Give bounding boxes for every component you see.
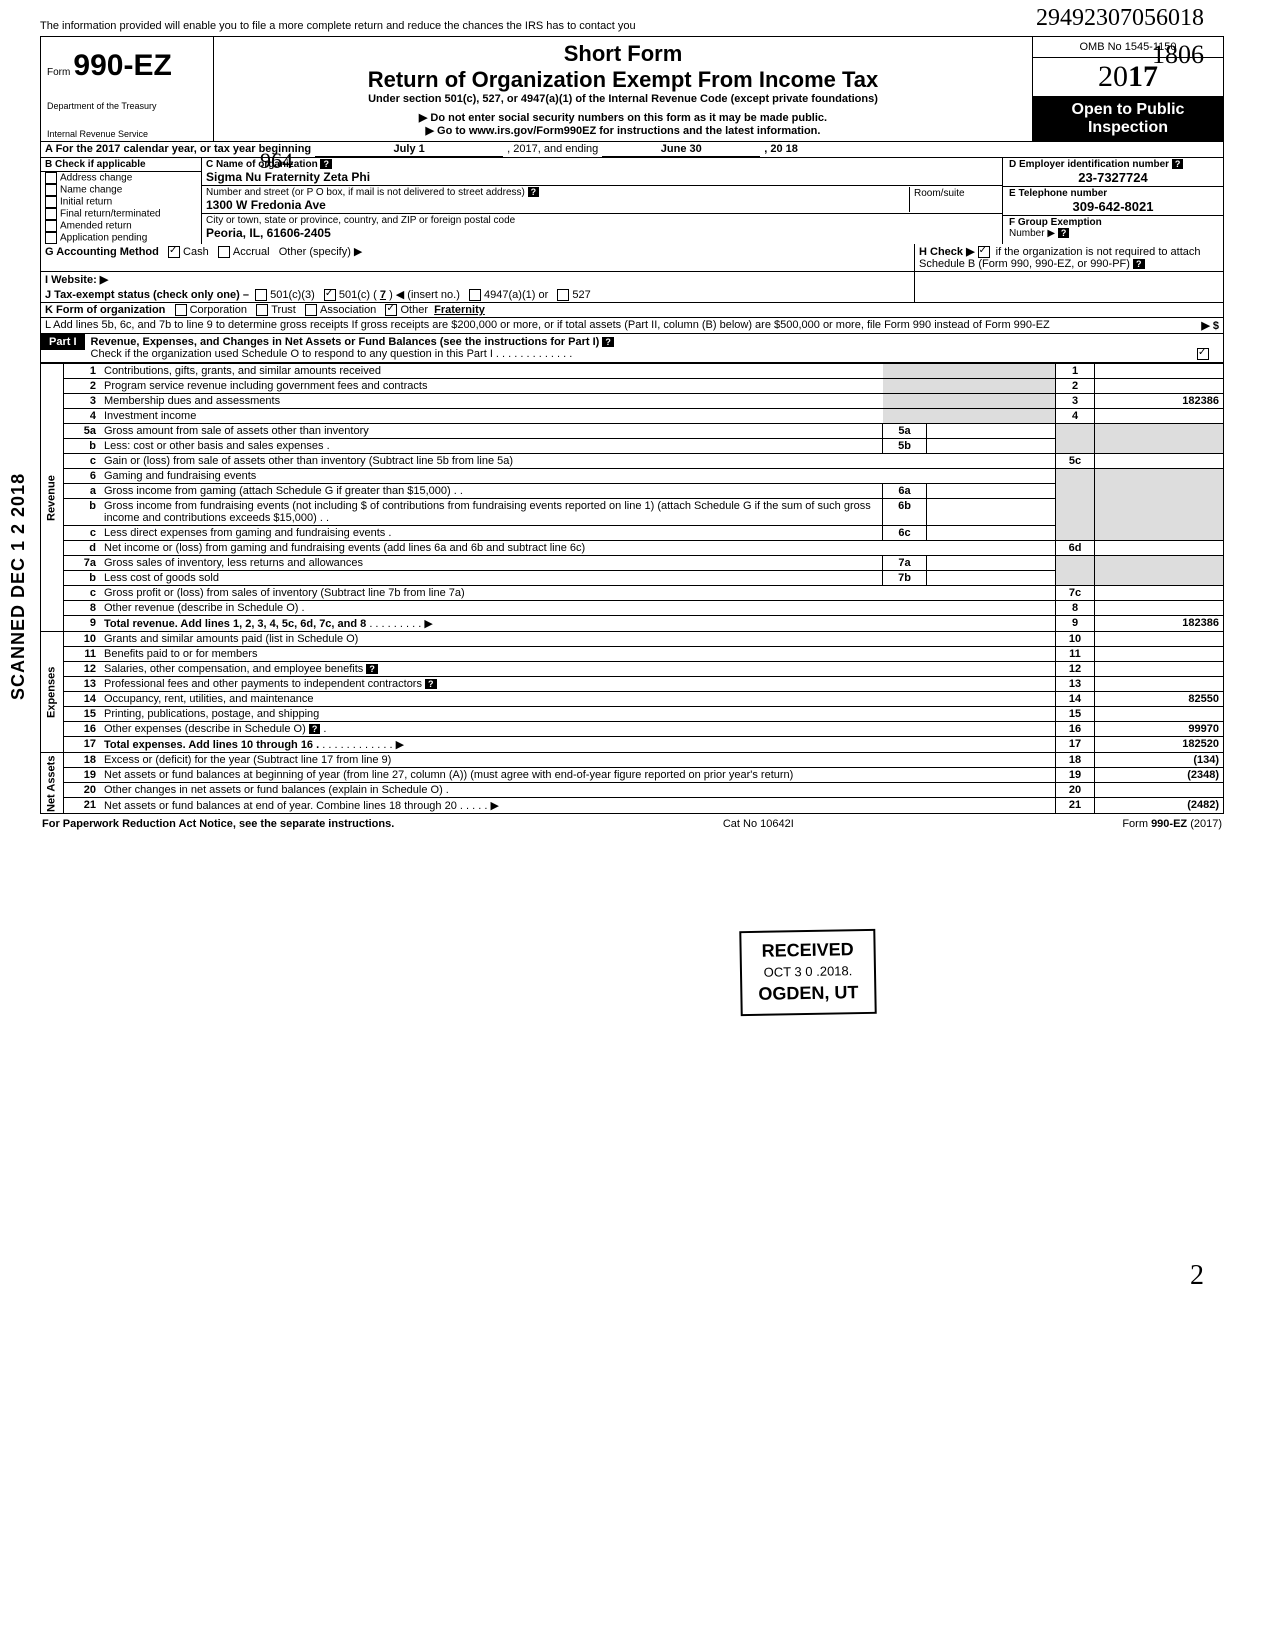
short-form-title: Short Form (222, 41, 1024, 67)
open-to-public: Open to Public Inspection (1033, 97, 1223, 141)
return-title: Return of Organization Exempt From Incom… (222, 67, 1024, 93)
cb-other-org[interactable] (385, 304, 397, 316)
cb-initial-return[interactable] (45, 196, 57, 208)
cb-h[interactable] (978, 246, 990, 258)
received-stamp: RECEIVED OCT 3 0 .2018. OGDEN, UT (739, 929, 876, 1016)
dept-line1: Department of the Treasury (47, 101, 207, 111)
under-section: Under section 501(c), 527, or 4947(a)(1)… (222, 93, 1024, 105)
part1-header: Part I Revenue, Expenses, and Changes in… (40, 334, 1224, 363)
tax-year-end[interactable]: June 30 (602, 142, 760, 157)
dept-line2: Internal Revenue Service (47, 129, 207, 139)
line-k: K Form of organization Corporation Trust… (40, 303, 1224, 318)
cb-assoc[interactable] (305, 304, 317, 316)
amt-14: 82550 (1095, 692, 1224, 707)
cb-app-pending[interactable] (45, 232, 57, 244)
cb-name-change[interactable] (45, 184, 57, 196)
cb-4947[interactable] (469, 289, 481, 301)
cb-accrual[interactable] (218, 246, 230, 258)
amt-18: (134) (1095, 753, 1224, 768)
org-city[interactable]: Peoria, IL, 61606-2405 (206, 226, 331, 240)
ein: 23-7327724 (1009, 170, 1217, 185)
form-header-strip: Form 990-EZ Department of the Treasury I… (40, 36, 1224, 142)
amt-9: 182386 (1095, 616, 1224, 632)
cb-501c[interactable] (324, 289, 336, 301)
cb-address-change[interactable] (45, 172, 57, 184)
goto-link: ▶ Go to www.irs.gov/Form990EZ for instru… (222, 124, 1024, 137)
cb-527[interactable] (557, 289, 569, 301)
cb-501c3[interactable] (255, 289, 267, 301)
scanned-stamp: SCANNED DEC 1 2 2018 (8, 473, 29, 700)
other-org-text[interactable]: Fraternity (434, 304, 485, 316)
amt-3: 182386 (1095, 394, 1224, 409)
org-address[interactable]: 1300 W Fredonia Ave (206, 198, 326, 212)
page-footer: For Paperwork Reduction Act Notice, see … (40, 814, 1224, 834)
tax-year-begin[interactable]: July 1 (315, 142, 503, 157)
line-g-h: G Accounting Method Cash Accrual Other (… (40, 244, 1224, 272)
handwritten-right: 1806 (1152, 40, 1204, 70)
line-i: I Website: ▶ (40, 272, 1224, 287)
line-l: L Add lines 5b, 6c, and 7b to line 9 to … (40, 318, 1224, 334)
amt-21: (2482) (1095, 798, 1224, 814)
ssn-warning: ▶ Do not enter social security numbers o… (222, 111, 1024, 124)
netassets-rotated: Net Assets (41, 753, 64, 814)
form-label: Form (47, 67, 70, 78)
b-header: B Check if applicable (41, 158, 201, 172)
line-j: J Tax-exempt status (check only one) – 5… (40, 287, 1224, 303)
handwritten-top: 29492307056018 (1036, 5, 1204, 32)
handwritten-bottom: 2 (1190, 1260, 1204, 1292)
cb-final-return[interactable] (45, 208, 57, 220)
telephone: 309-642-8021 (1009, 199, 1217, 214)
cb-amended[interactable] (45, 220, 57, 232)
line-a: A For the 2017 calendar year, or tax yea… (40, 142, 1224, 158)
cb-trust[interactable] (256, 304, 268, 316)
section-b-through-f: B Check if applicable Address change Nam… (40, 158, 1224, 244)
form-number: 990-EZ (73, 49, 171, 82)
room-suite[interactable]: Room/suite (909, 187, 998, 212)
amt-17: 182520 (1095, 737, 1224, 753)
revenue-rotated: Revenue (41, 364, 64, 632)
ledger-table: Revenue 1Contributions, gifts, grants, a… (40, 363, 1224, 814)
amt-16: 99970 (1095, 722, 1224, 737)
cb-corp[interactable] (175, 304, 187, 316)
amt-19: (2348) (1095, 768, 1224, 783)
handwritten-964: 964 (260, 148, 293, 174)
cb-schedule-o[interactable] (1197, 348, 1209, 360)
expenses-rotated: Expenses (41, 632, 64, 753)
cb-cash[interactable] (168, 246, 180, 258)
